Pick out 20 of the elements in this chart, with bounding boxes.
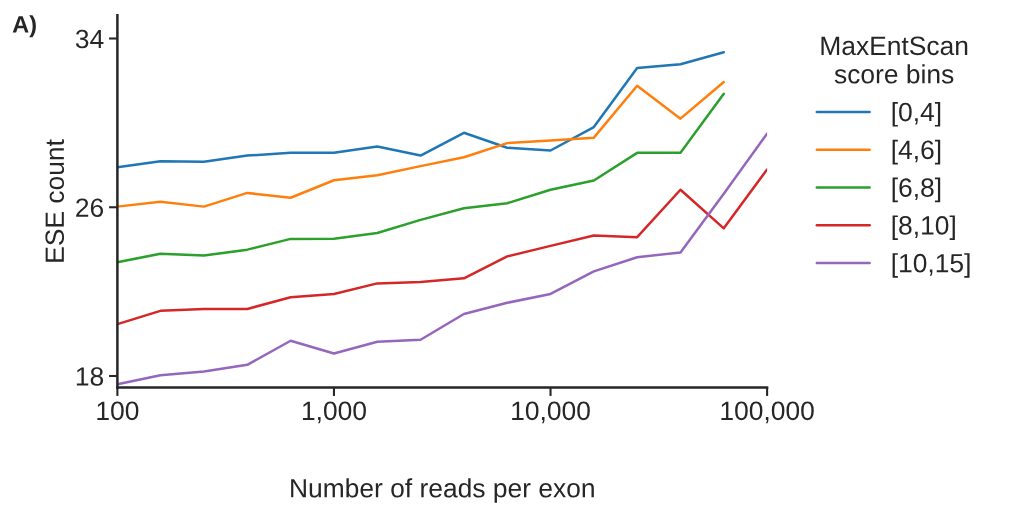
x-tick-label: 100 (97, 401, 139, 421)
line-series (117, 92, 726, 264)
x-tick-label: 1,000 (302, 401, 366, 424)
legend-label: [6,8] (892, 177, 941, 203)
line-series (117, 50, 726, 169)
line-series (117, 168, 768, 326)
y-tick-label: 18 (76, 367, 104, 386)
x-tick-label: 10,000 (512, 401, 590, 424)
y-tick-label: 26 (76, 198, 104, 218)
x-axis-title: Number of reads per exon (291, 478, 594, 503)
line-series (117, 80, 726, 208)
legend-label: [10,15] (892, 253, 970, 278)
legend-title: MaxEntScan score bins (821, 36, 968, 84)
legend-label: [8,10] (892, 215, 955, 240)
legend-label: [4,6] (892, 139, 941, 165)
y-axis-title: ESE count (45, 139, 65, 262)
y-tick-label: 34 (75, 29, 104, 49)
text: A) (12, 15, 36, 38)
x-tick-label: 100,000 (721, 401, 814, 424)
legend-label: [0,4] (892, 102, 941, 127)
